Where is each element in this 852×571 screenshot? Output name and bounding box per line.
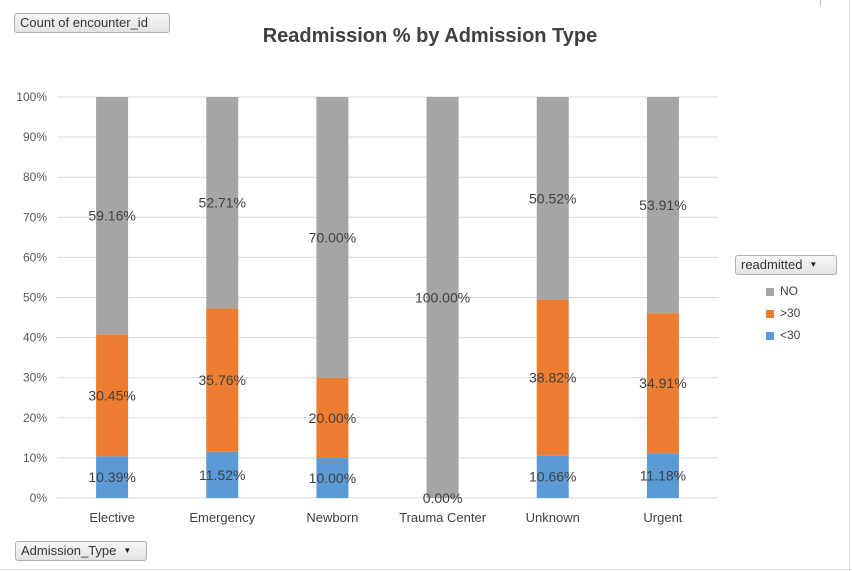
bar-segment bbox=[96, 334, 129, 457]
data-label: 11.52% bbox=[199, 467, 245, 483]
data-label: 10.66% bbox=[529, 469, 576, 485]
data-label: 50.52% bbox=[529, 190, 576, 206]
legend-field-button[interactable]: readmitted ▼ bbox=[735, 255, 837, 275]
data-label: 30.45% bbox=[88, 387, 135, 403]
data-label: 0.00% bbox=[423, 490, 463, 506]
x-category-label: Urgent bbox=[643, 510, 682, 525]
y-tick-label: 60% bbox=[23, 250, 47, 264]
bar-segment bbox=[426, 97, 459, 498]
y-tick-label: 0% bbox=[30, 491, 48, 505]
bar-segment bbox=[646, 97, 679, 314]
y-tick-label: 30% bbox=[23, 371, 47, 385]
data-label: 52.71% bbox=[199, 195, 246, 211]
legend-swatch bbox=[766, 288, 774, 296]
y-tick-label: 80% bbox=[23, 170, 47, 184]
y-tick-label: 70% bbox=[23, 210, 47, 224]
y-tick-label: 50% bbox=[23, 291, 47, 305]
bar-segment bbox=[536, 455, 569, 498]
triangle-down-icon[interactable]: ▼ bbox=[809, 260, 818, 269]
sheet-border-right bbox=[849, 0, 850, 571]
data-label: 35.76% bbox=[199, 372, 246, 388]
x-category-label: Elective bbox=[89, 510, 135, 525]
bar-segment bbox=[206, 97, 239, 309]
data-label: 11.18% bbox=[640, 468, 686, 484]
x-category-label: Newborn bbox=[306, 510, 358, 525]
data-label: 70.00% bbox=[309, 229, 356, 245]
values-field-button[interactable]: Count of encounter_id bbox=[14, 13, 170, 33]
bar-segment bbox=[316, 377, 349, 458]
bar-segment bbox=[646, 313, 679, 454]
data-label: 34.91% bbox=[639, 375, 686, 391]
bar-segment bbox=[536, 299, 569, 456]
data-label: 53.91% bbox=[639, 197, 686, 213]
legend-label: <30 bbox=[780, 328, 801, 342]
x-category-label: Emergency bbox=[189, 510, 255, 525]
bar-segment bbox=[536, 97, 569, 300]
bar-segment bbox=[316, 97, 349, 378]
bar-segment bbox=[206, 451, 239, 498]
y-tick-label: 10% bbox=[23, 451, 47, 465]
bar-segment bbox=[316, 457, 349, 498]
chart-title: Readmission % by Admission Type bbox=[262, 25, 598, 47]
data-label: 20.00% bbox=[309, 410, 356, 426]
data-label: 10.00% bbox=[309, 470, 356, 486]
y-tick-label: 20% bbox=[23, 411, 47, 425]
x-category-label: Trauma Center bbox=[399, 510, 487, 525]
y-tick-label: 90% bbox=[23, 130, 47, 144]
data-label: 100.00% bbox=[415, 290, 470, 306]
bar-segment bbox=[646, 453, 679, 498]
x-category-label: Unknown bbox=[526, 510, 580, 525]
legend-label: NO bbox=[780, 284, 798, 298]
bar-segment bbox=[206, 308, 239, 452]
sheet-border-bottom bbox=[0, 569, 852, 570]
sheet-divider bbox=[820, 0, 821, 6]
legend-label: >30 bbox=[780, 306, 801, 320]
data-label: 59.16% bbox=[88, 208, 135, 224]
data-label: 38.82% bbox=[529, 369, 576, 385]
axis-field-button[interactable]: Admission_Type ▼ bbox=[15, 541, 147, 561]
bar-segment bbox=[96, 97, 129, 335]
triangle-down-icon[interactable]: ▼ bbox=[123, 546, 132, 555]
values-field-label: Count of encounter_id bbox=[20, 15, 148, 30]
legend-swatch bbox=[766, 332, 774, 340]
y-tick-label: 100% bbox=[16, 90, 47, 104]
axis-field-label: Admission_Type bbox=[21, 543, 117, 558]
legend-swatch bbox=[766, 310, 774, 318]
data-label: 10.39% bbox=[88, 469, 135, 485]
legend-field-label: readmitted bbox=[741, 257, 803, 272]
y-tick-label: 40% bbox=[23, 331, 47, 345]
bar-segment bbox=[96, 456, 129, 498]
